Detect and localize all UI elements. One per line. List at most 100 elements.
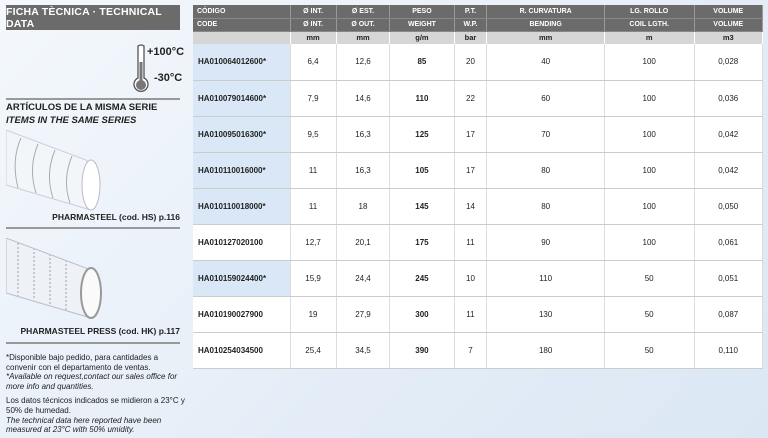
- data-cell: 25,4: [290, 332, 337, 369]
- temp-min: -30°C: [154, 72, 183, 84]
- data-cell: 105: [389, 152, 455, 189]
- data-cell: 14: [454, 188, 488, 225]
- data-cell: 17: [454, 152, 488, 189]
- data-cell: 300: [389, 296, 455, 333]
- unit-cell: m3: [694, 31, 764, 44]
- unit-cell: mm: [336, 31, 391, 44]
- divider: [6, 227, 180, 229]
- data-cell: 20: [454, 44, 488, 81]
- data-cell: 6,4: [290, 44, 337, 81]
- note-conditions-es: Los datos técnicos indicados se midieron…: [6, 396, 185, 415]
- data-cell: 145: [389, 188, 455, 225]
- data-cell: 0,050: [694, 188, 764, 225]
- column-header-en: Ø OUT.: [336, 18, 391, 32]
- column-header-en: COIL LGTH.: [604, 18, 695, 32]
- data-cell: 100: [604, 188, 695, 225]
- data-cell: 245: [389, 260, 455, 297]
- table-row: HA010110016000* 11 16,3 105 17 80 100 0,042: [193, 152, 764, 189]
- data-cell: 7: [454, 332, 488, 369]
- product-code[interactable]: HA010190027900: [193, 296, 291, 333]
- data-cell: 22: [454, 80, 488, 117]
- data-cell: 175: [389, 224, 455, 261]
- sidebar: FICHA TÈCNICA · TECHNICAL DATA +100°C -3…: [0, 0, 190, 438]
- unit-cell: m: [604, 31, 695, 44]
- column-header: Ø INT.: [290, 5, 337, 19]
- series-heading-en: ITEMS IN THE SAME SERIES: [6, 115, 137, 126]
- data-cell: 80: [486, 152, 605, 189]
- data-cell: 11: [290, 152, 337, 189]
- data-cell: 130: [486, 296, 605, 333]
- data-cell: 17: [454, 116, 488, 153]
- data-cell: 16,3: [336, 152, 391, 189]
- data-cell: 70: [486, 116, 605, 153]
- table-row: HA010254034500 25,4 34,5 390 7 180 50 0,110: [193, 332, 764, 369]
- data-cell: 27,9: [336, 296, 391, 333]
- column-header-en: W.P.: [454, 18, 488, 32]
- unit-cell: mm: [290, 31, 337, 44]
- product-code[interactable]: HA010254034500: [193, 332, 291, 369]
- data-cell: 40: [486, 44, 605, 81]
- product-code[interactable]: HA010079014600*: [193, 80, 291, 117]
- data-cell: 85: [389, 44, 455, 81]
- note-conditions-en: The technical data here reported have be…: [6, 415, 162, 435]
- column-header-en: WEIGHT: [389, 18, 455, 32]
- column-header: PESO: [389, 5, 455, 19]
- data-cell: 50: [604, 260, 695, 297]
- table-row: HA010064012600* 6,4 12,6 85 20 40 100 0,028: [193, 44, 764, 81]
- data-cell: 180: [486, 332, 605, 369]
- data-cell: 20,1: [336, 224, 391, 261]
- table-row: HA010127020100 12,7 20,1 175 11 90 100 0,061: [193, 224, 764, 261]
- divider: [6, 342, 180, 344]
- unit-cell: mm: [486, 31, 605, 44]
- product-code[interactable]: HA010127020100: [193, 224, 291, 261]
- thermometer-icon: [133, 44, 149, 92]
- note-availability-es: *Disponible bajo pedido, para cantidades…: [6, 353, 159, 372]
- product-code[interactable]: HA010110018000*: [193, 188, 291, 225]
- product-code[interactable]: HA010064012600*: [193, 44, 291, 81]
- product-code[interactable]: HA010159024400*: [193, 260, 291, 297]
- data-cell: 90: [486, 224, 605, 261]
- data-cell: 100: [604, 44, 695, 81]
- column-header: R. CURVATURA: [486, 5, 605, 19]
- product-label-hk[interactable]: PHARMASTEEL PRESS (cod. HK) p.117: [20, 326, 180, 336]
- data-cell: 11: [290, 188, 337, 225]
- table-row: HA010159024400* 15,9 24,4 245 10 110 50 0,051: [193, 260, 764, 297]
- units-row: mm mm g/m bar mm m m3: [193, 31, 764, 44]
- product-code[interactable]: HA010095016300*: [193, 116, 291, 153]
- hose-image-hs: [6, 130, 101, 211]
- data-cell: 0,042: [694, 116, 764, 153]
- divider: [6, 98, 180, 100]
- column-header: CÓDIGO: [193, 5, 291, 19]
- data-cell: 100: [604, 224, 695, 261]
- column-header-en: CODE: [193, 18, 291, 32]
- header-row-en: CODE Ø INT. Ø OUT. WEIGHT W.P. BENDING COIL LG…: [193, 18, 764, 32]
- hose-image-hk: [6, 238, 102, 319]
- data-cell: 34,5: [336, 332, 391, 369]
- table-row: HA010190027900 19 27,9 300 11 130 50 0,087: [193, 296, 764, 333]
- data-cell: 0,028: [694, 44, 764, 81]
- column-header-en: VOLUME: [694, 18, 764, 32]
- unit-cell: [193, 31, 291, 44]
- data-cell: 0,061: [694, 224, 764, 261]
- data-cell: 100: [604, 80, 695, 117]
- column-header: Ø EST.: [336, 5, 391, 19]
- product-code[interactable]: HA010110016000*: [193, 152, 291, 189]
- data-cell: 12,6: [336, 44, 391, 81]
- data-cell: 14,6: [336, 80, 391, 117]
- data-cell: 0,036: [694, 80, 764, 117]
- data-cell: 110: [486, 260, 605, 297]
- data-cell: 100: [604, 116, 695, 153]
- column-header: VOLUME: [694, 5, 764, 19]
- data-cell: 7,9: [290, 80, 337, 117]
- data-cell: 18: [336, 188, 391, 225]
- product-label-hs[interactable]: PHARMASTEEL (cod. HS) p.116: [52, 212, 180, 222]
- data-cell: 11: [454, 224, 488, 261]
- data-cell: 16,3: [336, 116, 391, 153]
- data-cell: 9,5: [290, 116, 337, 153]
- column-header: P.T.: [454, 5, 488, 19]
- column-header-en: BENDING: [486, 18, 605, 32]
- data-cell: 19: [290, 296, 337, 333]
- temp-max: +100°C: [147, 46, 185, 58]
- data-cell: 100: [604, 152, 695, 189]
- table-row: HA010110018000* 11 18 145 14 80 100 0,050: [193, 188, 764, 225]
